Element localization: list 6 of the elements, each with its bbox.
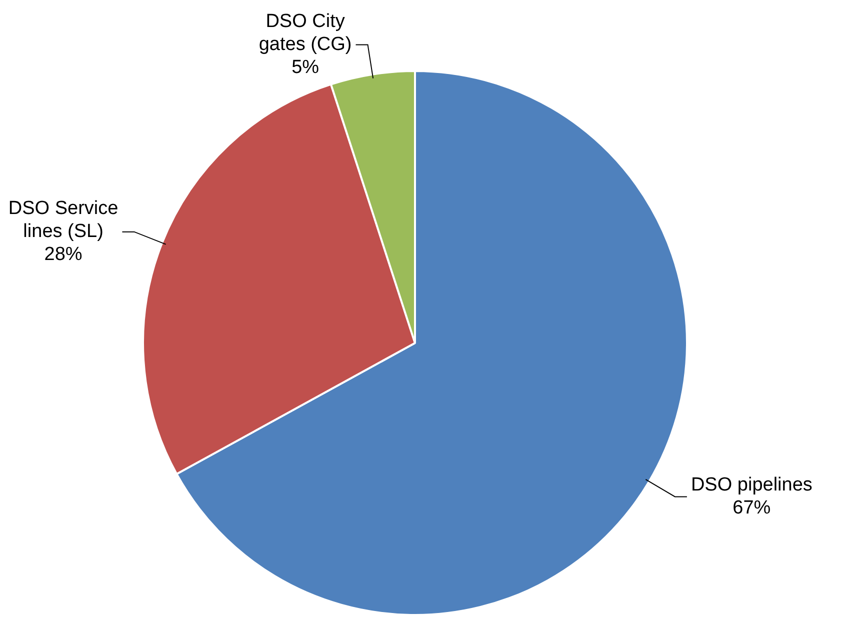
data-label: 5% [292, 56, 320, 78]
data-label: 28% [44, 244, 82, 266]
slice-label: DSO City gates (CG) [258, 10, 352, 55]
slice-label: DSO pipelines [690, 474, 812, 496]
slice-label: DSO Service lines (SL) [8, 198, 118, 242]
data-label: 67% [732, 497, 771, 518]
